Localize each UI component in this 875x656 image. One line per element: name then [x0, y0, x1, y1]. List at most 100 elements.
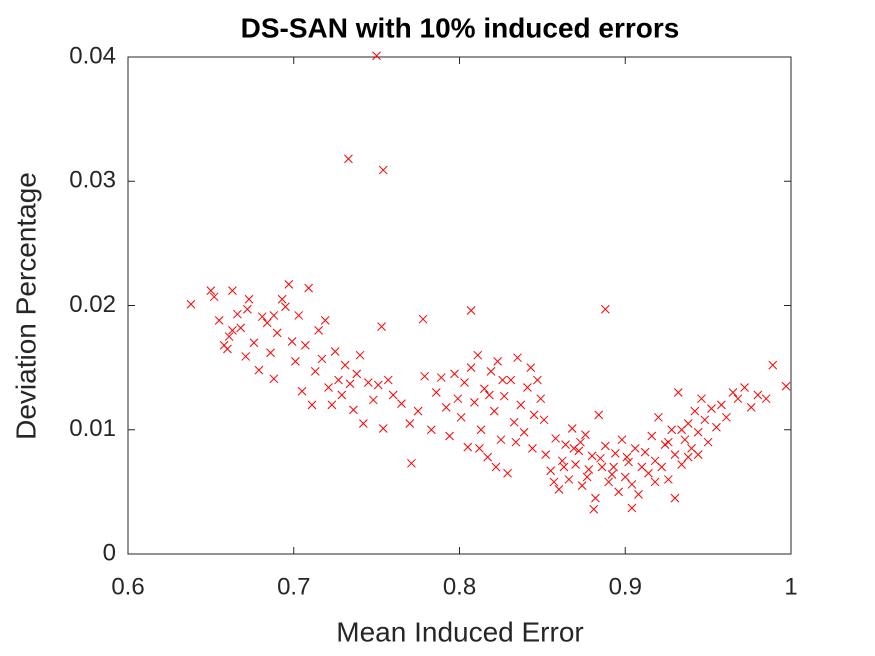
point [654, 412, 663, 422]
point [712, 422, 721, 432]
point [703, 437, 713, 447]
y-tick-label: 0.04 [69, 42, 116, 69]
point [373, 380, 383, 390]
point [596, 453, 605, 463]
point [584, 465, 594, 474]
point [214, 316, 224, 325]
point [294, 311, 304, 320]
point [624, 457, 633, 467]
point [269, 374, 279, 384]
point [287, 337, 297, 346]
point [536, 394, 546, 404]
point [456, 412, 466, 422]
point [484, 390, 494, 400]
point [601, 441, 610, 451]
point [209, 292, 219, 302]
point [511, 437, 521, 447]
point [697, 394, 706, 404]
point [529, 410, 539, 420]
point [677, 460, 686, 469]
point [388, 390, 398, 400]
point [581, 430, 590, 440]
point [576, 437, 585, 447]
y-axis-label: Deviation Percentage [10, 172, 41, 440]
x-tick-label: 0.6 [111, 573, 144, 600]
point [693, 427, 703, 437]
point [327, 400, 337, 410]
point [489, 406, 499, 416]
point [567, 424, 577, 433]
x-axis-label: Mean Induced Error [336, 616, 583, 647]
point [236, 323, 246, 333]
point [377, 322, 386, 331]
point [426, 425, 436, 435]
point [307, 400, 317, 410]
point [557, 456, 567, 466]
point [594, 410, 604, 420]
x-tick-label: 0.7 [277, 573, 310, 600]
point [601, 304, 610, 314]
point [281, 302, 290, 312]
point [683, 452, 693, 462]
point [257, 312, 267, 322]
point [291, 357, 300, 366]
point [349, 405, 358, 415]
point [277, 294, 287, 304]
point [345, 379, 355, 389]
point [761, 394, 771, 404]
point [546, 466, 556, 476]
point [526, 363, 536, 372]
point [640, 447, 650, 457]
point [272, 328, 282, 338]
point [663, 437, 673, 447]
point [513, 353, 522, 363]
point [317, 354, 327, 364]
point [549, 477, 559, 487]
point [224, 332, 234, 341]
point [378, 424, 388, 433]
point [587, 451, 597, 461]
point [269, 311, 279, 320]
point [493, 357, 502, 366]
plot-area [127, 56, 792, 555]
point [728, 388, 738, 397]
point [690, 406, 700, 416]
point [310, 366, 320, 376]
point [630, 444, 640, 453]
point [644, 468, 653, 478]
point [244, 294, 254, 304]
point [473, 350, 483, 360]
point [551, 434, 560, 443]
point [781, 381, 791, 391]
point [523, 383, 532, 392]
point [383, 375, 393, 385]
point [733, 394, 743, 404]
point [707, 404, 716, 413]
point [617, 435, 627, 445]
point [740, 383, 749, 392]
point [368, 395, 378, 405]
point [340, 360, 350, 370]
point [533, 375, 542, 385]
point [663, 475, 673, 484]
point [700, 415, 710, 425]
point [344, 154, 353, 164]
point [262, 318, 272, 328]
point [420, 371, 430, 381]
point [541, 450, 551, 459]
point [359, 419, 368, 428]
point [407, 458, 416, 468]
point [753, 390, 763, 400]
point [554, 485, 564, 494]
point [607, 470, 617, 479]
y-tick-label: 0.01 [69, 415, 116, 442]
point [717, 400, 726, 410]
point [413, 406, 423, 416]
y-tick-label: 0.03 [69, 167, 116, 194]
point [768, 360, 778, 370]
point [241, 352, 251, 361]
point [582, 472, 592, 482]
point [466, 306, 476, 315]
point [673, 388, 683, 397]
